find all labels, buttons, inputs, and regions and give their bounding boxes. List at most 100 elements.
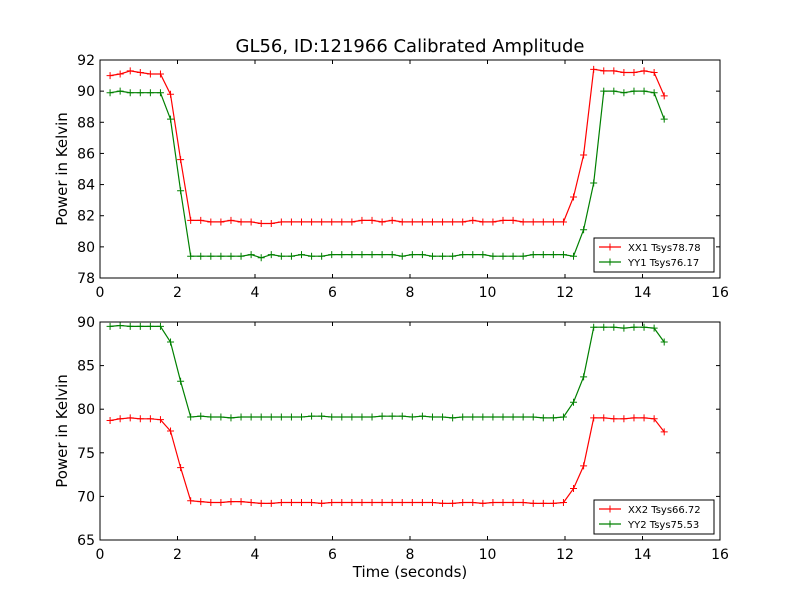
- data-point: [408, 218, 416, 226]
- data-point: [509, 216, 517, 224]
- legend: [593, 237, 715, 273]
- data-point: [499, 499, 507, 507]
- data-point: [287, 252, 295, 260]
- data-point: [287, 499, 295, 507]
- data-point: [267, 251, 275, 259]
- x-tick-label: 4: [251, 547, 260, 563]
- data-point: [529, 413, 537, 421]
- top-ylabel: Power in Kelvin: [53, 112, 71, 226]
- data-point: [610, 415, 618, 423]
- data-point: [217, 499, 225, 507]
- data-point: [217, 218, 225, 226]
- data-point: [580, 151, 588, 159]
- data-point: [559, 499, 567, 507]
- data-point: [237, 413, 245, 421]
- data-point: [590, 179, 598, 187]
- data-point: [308, 252, 316, 260]
- data-point: [428, 252, 436, 260]
- x-tick-label: 12: [556, 547, 574, 563]
- x-tick-label: 4: [251, 285, 260, 301]
- data-point: [580, 462, 588, 470]
- data-point: [308, 218, 316, 226]
- data-point: [459, 218, 467, 226]
- data-point: [549, 499, 557, 507]
- data-point: [449, 414, 457, 422]
- data-point: [368, 499, 376, 507]
- data-point: [308, 499, 316, 507]
- data-point: [136, 89, 144, 97]
- data-point: [610, 67, 618, 75]
- data-point: [570, 193, 578, 201]
- data-point: [439, 499, 447, 507]
- data-point: [177, 187, 185, 195]
- data-point: [590, 323, 598, 331]
- data-point: [449, 252, 457, 260]
- y-tick-label: 90: [77, 84, 95, 100]
- data-point: [257, 254, 265, 262]
- data-point: [126, 414, 134, 422]
- x-tick-label: 0: [96, 285, 105, 301]
- legend-label: YY2 Tsys75.53: [627, 520, 699, 531]
- legend: [593, 499, 715, 535]
- data-point: [217, 413, 225, 421]
- data-point: [167, 338, 175, 346]
- data-point: [428, 218, 436, 226]
- data-point: [217, 252, 225, 260]
- data-point: [187, 413, 195, 421]
- data-point: [590, 65, 598, 73]
- data-point: [519, 252, 527, 260]
- data-point: [197, 498, 205, 506]
- x-tick-label: 14: [634, 547, 652, 563]
- data-point: [449, 499, 457, 507]
- data-point: [398, 412, 406, 420]
- data-point: [610, 87, 618, 95]
- data-point: [116, 87, 124, 95]
- y-tick-label: 65: [77, 533, 95, 549]
- data-point: [479, 413, 487, 421]
- data-point: [177, 377, 185, 385]
- x-tick-label: 8: [406, 285, 415, 301]
- data-point: [439, 252, 447, 260]
- data-point: [197, 216, 205, 224]
- data-point: [156, 416, 164, 424]
- data-point: [549, 218, 557, 226]
- data-point: [529, 218, 537, 226]
- data-point: [549, 251, 557, 259]
- y-tick-label: 92: [77, 53, 95, 69]
- data-point: [640, 323, 648, 331]
- data-point: [156, 89, 164, 97]
- data-point: [328, 251, 336, 259]
- data-point: [257, 499, 265, 507]
- data-point: [418, 218, 426, 226]
- data-point: [197, 412, 205, 420]
- x-tick-label: 16: [711, 285, 729, 301]
- data-point: [408, 413, 416, 421]
- data-point: [610, 323, 618, 331]
- data-point: [630, 87, 638, 95]
- x-tick-label: 6: [328, 285, 337, 301]
- data-point: [469, 413, 477, 421]
- data-point: [247, 218, 255, 226]
- data-point: [559, 413, 567, 421]
- data-point: [328, 499, 336, 507]
- data-point: [580, 373, 588, 381]
- data-point: [650, 324, 658, 332]
- data-point: [126, 89, 134, 97]
- data-point: [146, 322, 154, 330]
- data-point: [277, 252, 285, 260]
- data-point: [529, 499, 537, 507]
- data-point: [539, 414, 547, 422]
- data-point: [660, 92, 668, 100]
- data-point: [207, 413, 215, 421]
- data-point: [640, 87, 648, 95]
- data-point: [338, 218, 346, 226]
- data-point: [600, 67, 608, 75]
- data-point: [459, 251, 467, 259]
- data-point: [207, 252, 215, 260]
- data-point: [469, 499, 477, 507]
- y-tick-label: 86: [77, 146, 95, 162]
- data-point: [398, 499, 406, 507]
- data-point: [630, 323, 638, 331]
- data-point: [298, 499, 305, 507]
